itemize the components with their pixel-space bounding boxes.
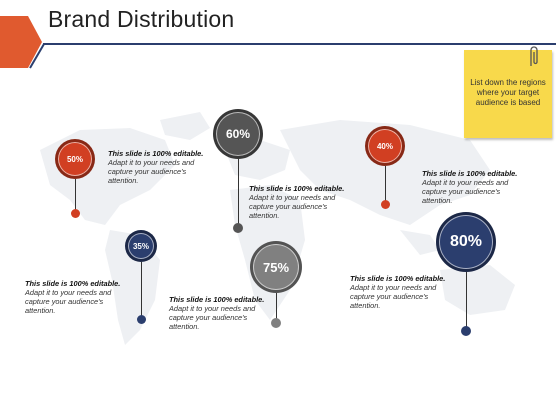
- pin-dot: [461, 326, 471, 336]
- description-block: This slide is 100% editable. Adapt it to …: [350, 274, 456, 310]
- percentage-pin: 50%: [55, 139, 95, 179]
- pin-dot: [380, 199, 390, 209]
- sticky-note: List down the regions where your target …: [464, 50, 552, 138]
- percentage-pin: 35%: [125, 230, 157, 262]
- description-block: This slide is 100% editable. Adapt it to …: [169, 295, 275, 331]
- pin-stem: [140, 262, 142, 319]
- description-heading: This slide is 100% editable.: [350, 274, 446, 283]
- sticky-note-text: List down the regions where your target …: [470, 78, 546, 107]
- description-heading: This slide is 100% editable.: [249, 184, 345, 193]
- description-heading: This slide is 100% editable.: [169, 295, 265, 304]
- percentage-pin: 40%: [365, 126, 405, 166]
- description-block: This slide is 100% editable. Adapt it to …: [422, 169, 526, 205]
- percentage-pin: 80%: [436, 212, 496, 272]
- header-accent-shape: [0, 16, 42, 68]
- percentage-pin: 60%: [213, 109, 263, 159]
- description-block: This slide is 100% editable. Adapt it to …: [249, 184, 355, 220]
- description-heading: This slide is 100% editable.: [25, 279, 121, 288]
- pin-stem: [465, 272, 467, 331]
- description-body: Adapt it to your needs and capture your …: [169, 304, 256, 331]
- description-body: Adapt it to your needs and capture your …: [422, 178, 509, 205]
- pin-stem: [237, 159, 239, 228]
- pin-dot: [136, 314, 146, 324]
- description-body: Adapt it to your needs and capture your …: [249, 193, 336, 220]
- description-heading: This slide is 100% editable.: [422, 169, 518, 178]
- pin-dot: [233, 223, 243, 233]
- description-body: Adapt it to your needs and capture your …: [25, 288, 112, 315]
- description-body: Adapt it to your needs and capture your …: [108, 158, 195, 185]
- pin-stem: [275, 293, 277, 323]
- page-title: Brand Distribution: [48, 6, 235, 32]
- description-body: Adapt it to your needs and capture your …: [350, 283, 437, 310]
- pin-stem: [74, 179, 76, 213]
- pin-dot: [271, 318, 281, 328]
- paperclip-icon: [530, 46, 538, 66]
- description-block: This slide is 100% editable. Adapt it to …: [25, 279, 131, 315]
- percentage-pin: 75%: [250, 241, 302, 293]
- description-block: This slide is 100% editable. Adapt it to …: [108, 149, 212, 185]
- description-heading: This slide is 100% editable.: [108, 149, 204, 158]
- pin-stem: [384, 166, 386, 204]
- pin-dot: [70, 208, 80, 218]
